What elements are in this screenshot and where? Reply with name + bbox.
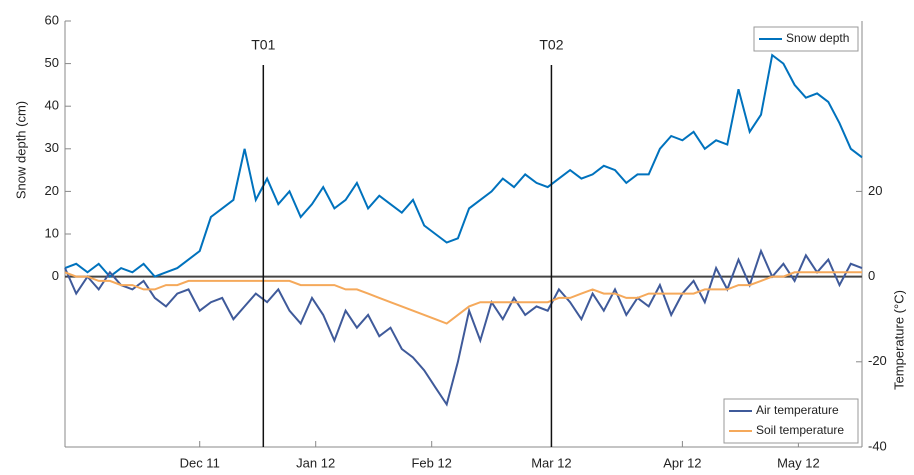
y-tick-label: 50: [45, 55, 59, 70]
x-tick-label: Feb 12: [411, 455, 451, 470]
y-tick-label: 0: [52, 268, 59, 283]
y-tick-label: 60: [45, 12, 59, 27]
y2-tick-label: -20: [868, 353, 887, 368]
legend-box: [723, 398, 859, 444]
annotation-label: T02: [539, 37, 563, 53]
annotation-label: T01: [251, 37, 275, 53]
y-tick-label: 10: [45, 225, 59, 240]
y2-tick-label: 0: [868, 268, 875, 283]
y2-axis-label: Temperature (°C): [891, 290, 906, 390]
x-tick-label: Jan 12: [296, 455, 335, 470]
x-tick-label: May 12: [777, 455, 820, 470]
y2-tick-label: 20: [868, 183, 882, 198]
legend-label: Snow depth: [786, 31, 849, 45]
y-tick-label: 40: [45, 98, 59, 113]
x-tick-label: Dec 11: [180, 455, 220, 470]
y-axis-label: Snow depth (cm): [13, 101, 28, 199]
legend-label: Soil temperature: [756, 423, 844, 437]
y-tick-label: 20: [45, 183, 59, 198]
y2-tick-label: -40: [868, 438, 887, 453]
y-tick-label: 30: [45, 140, 59, 155]
x-tick-label: Apr 12: [663, 455, 701, 470]
series-line: [64, 271, 862, 325]
series-line: [64, 53, 863, 278]
series-line: [64, 248, 863, 407]
legend-label: Air temperature: [756, 403, 839, 417]
x-tick-label: Mar 12: [531, 455, 571, 470]
